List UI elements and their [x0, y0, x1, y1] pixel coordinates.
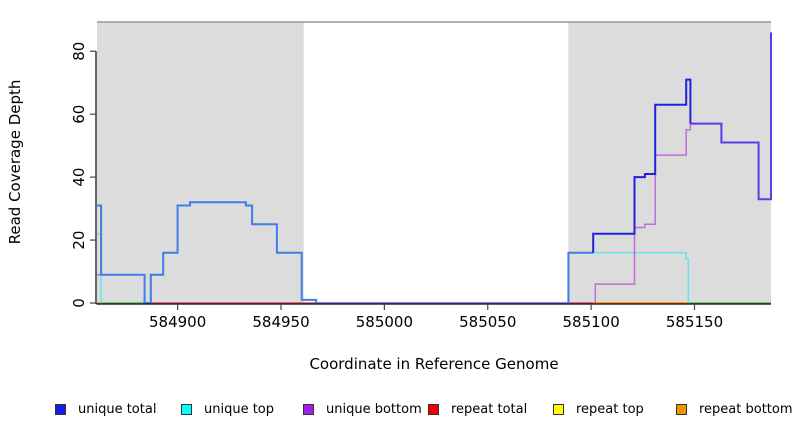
- repeat-top-swatch-icon: [553, 403, 564, 415]
- y-tick-label: 80: [70, 42, 88, 61]
- y-tick-label: 40: [70, 168, 88, 187]
- x-tick-label: 584900: [149, 313, 206, 331]
- unique-total-swatch-icon: [55, 403, 66, 415]
- x-tick-label: 584950: [252, 313, 309, 331]
- unique-total-line: [97, 201, 318, 304]
- unique-total-line: [592, 78, 692, 253]
- legend-item-unique-top: unique top: [181, 399, 274, 419]
- legend-label: unique total: [78, 401, 157, 417]
- legend-item-repeat-top: repeat top: [553, 399, 644, 419]
- shaded-repeat-regions: [97, 21, 771, 303]
- legend-label: repeat top: [576, 401, 644, 417]
- repeat-total-swatch-icon: [428, 403, 439, 415]
- x-tick-label: 585150: [666, 313, 723, 331]
- repeat-region: [97, 22, 304, 303]
- repeat-region: [568, 22, 771, 303]
- legend: unique total unique top unique bottom re…: [0, 399, 792, 423]
- legend-item-unique-total: unique total: [55, 399, 156, 419]
- axes: 584900 584950 585000 585050 585100 585150 0 20 4…: [70, 42, 771, 331]
- unique-total-line: [567, 251, 594, 303]
- y-tick-label: 60: [70, 105, 88, 124]
- y-tick-label: 20: [70, 231, 88, 250]
- unique-bottom-swatch-icon: [303, 403, 314, 415]
- unique-total-line: [690, 32, 772, 201]
- legend-item-repeat-total: repeat total: [428, 399, 527, 419]
- y-axis-title: Read Coverage Depth: [6, 80, 24, 245]
- legend-label: repeat bottom: [699, 401, 792, 417]
- x-tick-label: 585000: [356, 313, 413, 331]
- legend-label: unique bottom: [326, 401, 422, 417]
- legend-label: unique top: [204, 401, 275, 417]
- unique-top-swatch-icon: [181, 403, 192, 415]
- repeat-bottom-swatch-icon: [676, 403, 687, 415]
- coverage-step-lines: [97, 32, 772, 304]
- legend-item-repeat-bottom: repeat bottom: [676, 399, 792, 419]
- y-tick-label: 0: [70, 298, 88, 308]
- legend-item-unique-bottom: unique bottom: [303, 399, 422, 419]
- x-axis-title: Coordinate in Reference Genome: [309, 355, 558, 373]
- x-tick-label: 585050: [459, 313, 516, 331]
- x-tick-label: 585100: [562, 313, 619, 331]
- legend-label: repeat total: [451, 401, 528, 417]
